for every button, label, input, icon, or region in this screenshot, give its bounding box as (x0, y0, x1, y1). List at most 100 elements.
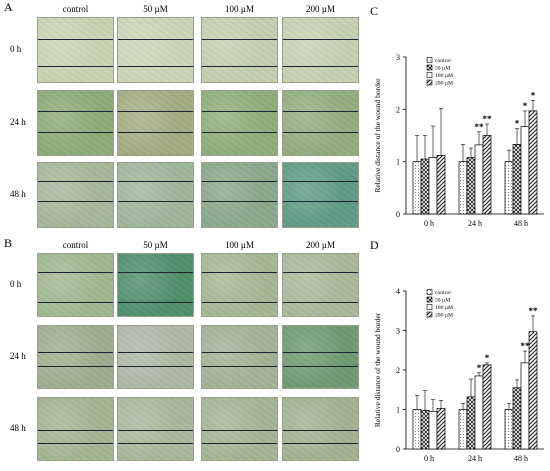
wound-edge-line (202, 430, 277, 431)
legend-swatch (426, 57, 433, 63)
bar-200M-0 (436, 407, 446, 450)
micrograph-a-1-3 (282, 90, 359, 156)
y-tick-label: 1 (396, 406, 400, 415)
significance-mark: * (531, 90, 536, 100)
wound-edge-line (202, 132, 277, 133)
panel-label-a: A (4, 0, 13, 14)
legend-label: control (435, 58, 451, 64)
wound-edge-line (38, 132, 113, 133)
legend-swatch (426, 311, 433, 318)
wound-edge-line (118, 39, 193, 40)
legend-swatch (426, 79, 433, 86)
micrograph-a-1-2 (201, 90, 278, 156)
y-tick-label: 0 (396, 210, 400, 219)
x-tick-label: 24 h (468, 219, 482, 228)
wound-edge-line (38, 430, 113, 431)
column-label-a-3: 200 µM (306, 4, 335, 14)
bar-100M-1 (474, 144, 484, 215)
wound-edge-line (118, 366, 193, 367)
wound-edge-line (202, 66, 277, 67)
row-label-a-1: 24 h (10, 117, 26, 127)
bar-control-1 (458, 161, 468, 215)
row-label-b-2: 48 h (10, 423, 26, 433)
micrograph-b-1-2 (201, 325, 278, 389)
micrograph-b-2-2 (201, 397, 278, 461)
x-tick-label: 24 h (468, 454, 482, 463)
y-tick-label: 3 (396, 53, 400, 62)
wound-edge-line (283, 352, 358, 353)
x-tick-label: 0 h (424, 219, 434, 228)
bar-control-0 (412, 161, 422, 215)
micrograph-b-1-1 (117, 325, 194, 389)
column-label-a-1: 50 µM (143, 4, 168, 14)
significance-mark: ** (529, 306, 539, 316)
row-label-b-1: 24 h (10, 351, 26, 361)
wound-edge-line (38, 66, 113, 67)
legend-swatch (426, 304, 433, 310)
micrograph-a-2-1 (117, 162, 194, 228)
micrograph-a-1-0 (37, 90, 114, 156)
wound-edge-line (283, 39, 358, 40)
wound-edge-line (283, 430, 358, 431)
panel-label-d: D (370, 238, 379, 252)
legend-swatch (426, 64, 433, 71)
bar-200M-1 (482, 135, 492, 215)
legend-swatch (426, 296, 433, 303)
wound-edge-line (283, 132, 358, 133)
bar-50M-0 (420, 158, 430, 215)
column-label-b-3: 200 µM (306, 240, 335, 250)
significance-mark: * (515, 119, 520, 129)
y-tick-label: 2 (396, 105, 400, 114)
wound-edge-line (202, 111, 277, 112)
significance-mark: * (485, 353, 490, 363)
wound-edge-line (202, 272, 277, 273)
legend-label: 50 µM (435, 298, 450, 304)
x-tick-label: 48 h (514, 454, 528, 463)
wound-edge-line (38, 181, 113, 182)
bar-100M-2 (520, 126, 530, 215)
bar-chart-d: 0 1 2 3 4 Relative distance of the wound bord… (373, 287, 544, 463)
micrograph-a-0-0 (37, 17, 114, 83)
bar-50M-0 (420, 409, 430, 450)
wound-edge-line (118, 430, 193, 431)
row-label-b-0: 0 h (10, 279, 22, 289)
legend-label: 200 µM (435, 313, 453, 319)
wound-edge-line (118, 443, 193, 444)
wound-edge-line (202, 302, 277, 303)
significance-mark: * (523, 101, 528, 111)
significance-mark: ** (483, 114, 493, 124)
bar-100M-0 (428, 411, 438, 450)
wound-edge-line (38, 352, 113, 353)
wound-edge-line (118, 132, 193, 133)
wound-edge-line (38, 39, 113, 40)
wound-edge-line (202, 181, 277, 182)
micrograph-b-0-2 (201, 253, 278, 317)
significance-mark: ** (521, 341, 531, 351)
wound-edge-line (38, 111, 113, 112)
y-tick-label: 3 (396, 327, 400, 336)
wound-edge-line (283, 66, 358, 67)
y-axis-label: Relative distance of the wound border (373, 78, 382, 193)
micrograph-b-1-0 (37, 325, 114, 389)
micrograph-b-0-0 (37, 253, 114, 317)
micrograph-a-0-2 (201, 17, 278, 83)
bar-control-0 (412, 409, 422, 450)
micrograph-a-0-1 (117, 17, 194, 83)
micrograph-a-0-3 (282, 17, 359, 83)
bar-control-2 (504, 409, 514, 450)
legend-label: control (435, 290, 451, 296)
bar-200M-1 (482, 364, 492, 450)
wound-edge-line (202, 201, 277, 202)
bar-100M-1 (474, 375, 484, 450)
legend-label: 100 µM (435, 73, 453, 79)
bar-control-2 (504, 161, 514, 215)
wound-edge-line (202, 352, 277, 353)
wound-edge-line (118, 181, 193, 182)
legend-label: 50 µM (435, 66, 450, 72)
legend-swatch (426, 72, 433, 78)
panel-label-c: C (370, 4, 379, 18)
x-tick-label: 48 h (514, 219, 528, 228)
wound-edge-line (283, 111, 358, 112)
micrograph-b-2-0 (37, 397, 114, 461)
micrograph-a-2-0 (37, 162, 114, 228)
